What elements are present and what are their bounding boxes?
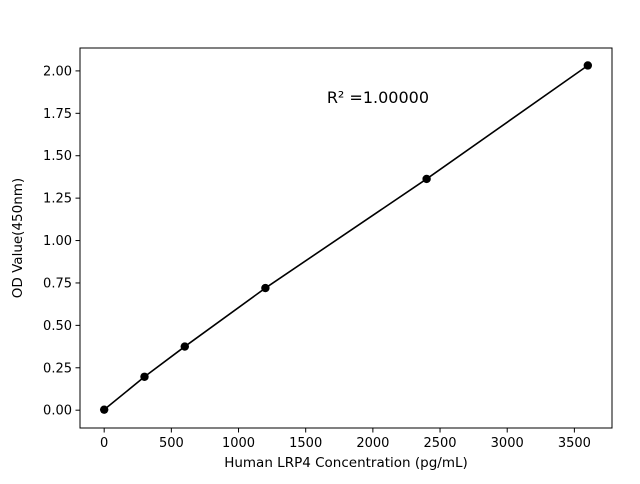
y-tick-label: 1.50 bbox=[43, 149, 72, 164]
x-tick-label: 0 bbox=[100, 436, 108, 451]
data-point bbox=[140, 372, 149, 381]
x-tick-label: 1500 bbox=[289, 436, 322, 451]
y-axis-label: OD Value(450nm) bbox=[10, 178, 26, 298]
y-tick-label: 0.50 bbox=[43, 319, 72, 334]
y-tick-label: 2.00 bbox=[43, 64, 72, 79]
y-tick-label: 0.75 bbox=[43, 276, 72, 291]
x-tick-label: 2500 bbox=[423, 436, 456, 451]
y-tick-label: 1.75 bbox=[43, 107, 72, 122]
y-tick-label: 1.00 bbox=[43, 234, 72, 249]
standard-curve-line bbox=[103, 64, 589, 411]
y-tick-label: 0.25 bbox=[43, 361, 72, 376]
data-point bbox=[261, 283, 270, 293]
data-point bbox=[180, 342, 189, 351]
x-tick-label: 1000 bbox=[222, 436, 255, 451]
y-tick-label: 0.00 bbox=[43, 404, 72, 419]
x-axis-label: Human LRP4 Concentration (pg/mL) bbox=[224, 455, 468, 471]
x-tick-label: 500 bbox=[159, 436, 184, 451]
plot-border bbox=[79, 47, 613, 429]
r-squared-annotation: R² =1.00000 bbox=[327, 88, 429, 107]
y-tick-label: 1.25 bbox=[43, 192, 72, 207]
data-point bbox=[422, 174, 431, 184]
data-point bbox=[99, 405, 109, 414]
x-tick-label: 2000 bbox=[356, 436, 389, 451]
x-tick-label: 3000 bbox=[491, 436, 524, 451]
data-point bbox=[583, 61, 593, 70]
x-tick-label: 3500 bbox=[558, 436, 591, 451]
